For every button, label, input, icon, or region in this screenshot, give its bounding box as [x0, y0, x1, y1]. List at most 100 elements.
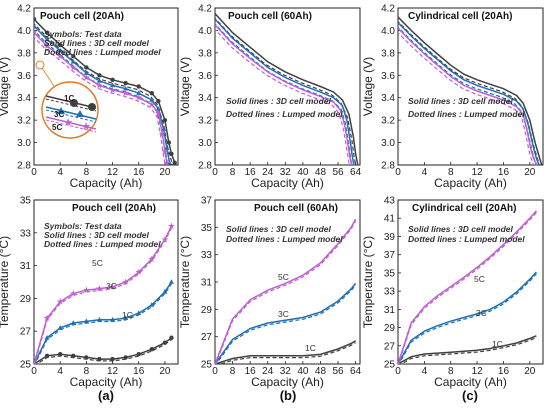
y-tick-label: 3.2	[17, 116, 31, 127]
x-tick-label: 24	[262, 167, 274, 178]
series-group	[398, 210, 537, 364]
series-3C-solid-line	[34, 25, 171, 163]
panel-title: Pouch cell (60Ah)	[228, 11, 312, 22]
chart-panel-1: 0 4 8 12 16 20 2.8 3.0 3.2 3.4 3.6 3.8 4.0 4.2 Capacit…	[0, 4, 179, 190]
series-5C-solid-line	[34, 225, 173, 364]
series-5C-solid-line	[398, 27, 538, 165]
x-tick-label: 8	[230, 167, 236, 178]
y-tick-label: 37	[384, 250, 396, 261]
x-axis-label: Capacity (Ah)	[251, 375, 324, 389]
y-tick-label: 25	[20, 360, 32, 371]
series-5C-dashed-line	[34, 36, 166, 165]
panel-title: Cylindrical cell (20Ah)	[408, 11, 512, 22]
y-tick-label: 3.6	[381, 71, 395, 82]
x-tick-label: 0	[395, 366, 401, 377]
data-point-5C: ★	[109, 282, 117, 292]
data-point-3C	[149, 97, 155, 102]
y-tick-label: 29	[384, 323, 396, 334]
y-tick-label: 37	[201, 196, 213, 207]
x-axis-label: Capacity (Ah)	[70, 176, 143, 190]
annotation-note: Dotted lines : Lumped model	[44, 239, 161, 249]
data-point-5C: ★	[43, 41, 51, 51]
annotation-note: Dotted lines : Lumped model	[226, 234, 343, 244]
data-point-5C: ★	[148, 99, 156, 109]
annotation-note: Solid lines : 3D cell model	[408, 224, 513, 234]
x-tick-label: 56	[332, 167, 344, 178]
y-tick-label: 4.0	[17, 26, 31, 37]
data-point-3C	[161, 126, 167, 131]
data-point-3C	[136, 310, 142, 315]
curve-label-3C: 3C	[476, 308, 487, 318]
y-axis-label: Temperature (°C)	[0, 236, 11, 328]
y-tick-label: 29	[201, 305, 213, 316]
data-point-3C	[110, 82, 116, 88]
y-tick-label: 3.8	[381, 48, 395, 59]
data-point-3C	[57, 325, 63, 330]
panel-title: Cylindrical cell (20Ah)	[412, 203, 516, 214]
data-point-1C	[172, 160, 177, 165]
annotation-note: Solid lines : 3D cell model	[44, 230, 149, 240]
subplot-label: (c)	[462, 388, 478, 403]
data-point-1C	[71, 353, 76, 358]
y-tick-label: 2.8	[381, 161, 395, 172]
inset-marker-5c: ★	[63, 117, 73, 129]
y-tick-label: 3.4	[198, 93, 212, 104]
y-tick-label: 35	[384, 268, 396, 279]
y-tick-label: 3.0	[17, 138, 31, 149]
data-point-1C	[34, 17, 37, 22]
data-point-3C	[136, 90, 142, 96]
data-point-3C	[164, 145, 170, 150]
data-point-3C	[162, 289, 168, 294]
data-point-5C: ★	[122, 88, 130, 98]
x-tick-label: 4	[422, 167, 428, 178]
x-tick-label: 8	[230, 366, 236, 377]
x-tick-label: 24	[262, 366, 274, 377]
data-point-5C: ★	[135, 93, 143, 103]
x-tick-label: 16	[498, 167, 510, 178]
y-tick-label: 29	[20, 294, 32, 305]
inset-marker-5c: ★	[81, 121, 91, 133]
inset-label-1C: 1C	[64, 94, 74, 103]
y-tick-label: 25	[201, 360, 213, 371]
series-1C-dashed-line	[34, 22, 174, 165]
data-point-5C: ★	[95, 284, 103, 294]
data-point-5C: ★	[148, 254, 156, 264]
series-1C-solid-line	[398, 16, 543, 165]
series-3C-dashed-line	[215, 284, 357, 364]
y-tick-label: 2.8	[198, 161, 212, 172]
data-point-1C	[162, 117, 168, 123]
x-tick-label: 16	[133, 167, 145, 178]
y-tick-label: 4.0	[381, 26, 395, 37]
series-3C-solid-line	[398, 271, 537, 364]
series-group	[398, 16, 543, 165]
annotation-note: Dotted lines : Lumped model	[44, 47, 161, 57]
series-3C-solid-line	[215, 18, 355, 165]
data-point-3C	[110, 316, 116, 322]
y-axis-label: Temperature (°C)	[361, 236, 375, 328]
data-point-5C: ★	[109, 85, 117, 95]
y-axis-label: Voltage (V)	[361, 57, 375, 116]
y-tick-label: 33	[384, 287, 396, 298]
chart-panel-6: 0 4 8 12 16 20 25 27 29 31 33 35 37 39 41 43 Capacity (A…	[361, 196, 544, 389]
y-tick-label: 3.4	[17, 93, 31, 104]
y-tick-label: 27	[20, 327, 32, 338]
data-point-5C: ★	[69, 288, 77, 298]
x-tick-label: 20	[524, 167, 536, 178]
inset-label-5C: 5C	[52, 123, 62, 132]
data-point-1C	[44, 30, 50, 35]
y-tick-label: 3.0	[381, 138, 395, 149]
y-tick-label: 3.8	[198, 48, 212, 59]
data-point-5C: ★	[135, 267, 143, 277]
data-point-3C	[168, 279, 174, 284]
y-tick-label: 27	[384, 341, 396, 352]
data-point-5C: ★	[122, 277, 130, 287]
series-1C-solid-line	[398, 335, 537, 364]
inset-marker-1c	[70, 99, 78, 107]
series-group: ★ ★ ★ ★ ★ ★ ★ ★ ★ ★ ★ ★	[34, 221, 175, 364]
annotation-note: Solid lines : 3D cell model	[408, 96, 513, 106]
inset-marker-1c	[88, 103, 96, 111]
data-point-5C: ★	[56, 297, 64, 307]
series-1C-dashed-line	[35, 339, 172, 364]
data-point-1C	[136, 84, 141, 89]
data-point-1C	[149, 91, 155, 96]
